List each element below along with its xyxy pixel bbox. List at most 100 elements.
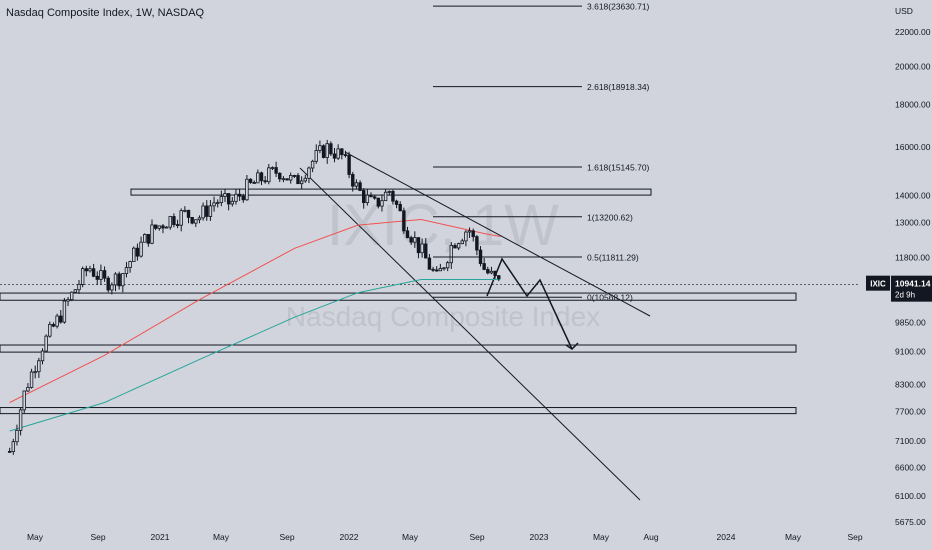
candle-up: [132, 247, 136, 262]
candle-down: [259, 172, 264, 182]
candle-down: [274, 167, 278, 174]
candle-up: [464, 231, 468, 242]
fib-label-1: 2.618(18918.34): [587, 82, 650, 92]
time-axis[interactable]: May Sep 2021 May Sep 2022 May Sep 2023 May Aug 2024…: [27, 532, 863, 542]
fib-label-3: 1(13200.62): [587, 212, 633, 222]
candle-up: [212, 202, 216, 207]
candle-down: [424, 243, 428, 259]
price-tick: 9100.00: [895, 346, 926, 356]
time-tick: May: [402, 532, 419, 542]
candle-up: [208, 205, 213, 217]
candle-up: [307, 167, 311, 179]
candle-up: [230, 200, 235, 205]
candle-up: [70, 291, 74, 301]
candle-up: [48, 324, 52, 337]
price-axis[interactable]: USD 22000.00 20000.00 18000.00 16000.00 14000…: [866, 6, 932, 527]
candle-up: [383, 191, 388, 202]
candle-down: [394, 200, 399, 205]
candle-down: [117, 273, 121, 287]
candle-down: [486, 269, 490, 274]
candle-up: [387, 190, 391, 193]
candle-up: [183, 209, 187, 212]
candle-down: [497, 275, 501, 279]
fib-label-0: 3.618(23630.71): [587, 2, 650, 12]
candle-up: [413, 237, 417, 243]
candle-down: [471, 230, 475, 238]
candle-down: [51, 324, 56, 327]
candle-up: [380, 200, 384, 207]
candle-up: [66, 299, 70, 302]
time-tick: May: [27, 532, 44, 542]
candle-down: [405, 230, 410, 239]
time-tick: 2024: [717, 532, 736, 542]
candle-down: [91, 268, 96, 277]
time-tick: May: [213, 532, 230, 542]
candle-up: [29, 371, 34, 388]
candle-down: [241, 195, 245, 201]
candle-up: [289, 175, 293, 181]
fib-label-4: 0.5(11811.29): [587, 252, 639, 262]
candle-down: [427, 257, 432, 270]
candle-down: [172, 216, 176, 226]
candle-down: [431, 268, 435, 271]
lower-trendline: [299, 167, 641, 501]
candle-down: [372, 196, 377, 199]
candle-down: [102, 270, 107, 279]
candle-up: [179, 210, 183, 226]
candle-down: [351, 174, 355, 187]
candle-down: [175, 224, 180, 227]
candle-up: [256, 172, 260, 184]
candle-up: [44, 335, 48, 352]
candle-up: [460, 240, 464, 245]
candle-up: [55, 315, 59, 327]
watermark-name: Nasdaq Composite Index: [286, 301, 600, 332]
time-tick: Sep: [279, 532, 294, 542]
price-tick: 22000.00: [895, 27, 931, 37]
candle-up: [99, 270, 103, 280]
candle-up: [62, 300, 67, 323]
zones: [0, 188, 797, 415]
candle-up: [26, 387, 30, 392]
candle-down: [252, 182, 256, 184]
candle-down: [398, 204, 402, 212]
candle-down: [7, 451, 12, 453]
candle-down: [278, 172, 282, 180]
price-tick: 20000.00: [895, 61, 931, 71]
candle-down: [416, 237, 421, 254]
projected-path-arrowhead: [565, 342, 579, 350]
candle-up: [456, 243, 461, 249]
price-tick: 7700.00: [895, 407, 926, 417]
candle-up: [303, 177, 308, 182]
candle-up: [270, 167, 275, 169]
candle-down: [409, 237, 413, 243]
time-tick: Sep: [90, 532, 105, 542]
candle-up: [310, 160, 315, 169]
candle-down: [292, 175, 297, 177]
candle-up: [234, 193, 238, 202]
candle-up: [11, 441, 16, 452]
candle-up: [110, 284, 114, 291]
candle-down: [362, 190, 366, 204]
price-tick: 11800.00: [895, 252, 930, 262]
symbol-badge: [866, 275, 890, 291]
candle-down: [343, 154, 348, 157]
candle-up: [354, 182, 359, 187]
candle-down: [153, 224, 158, 229]
candle-down: [161, 225, 165, 229]
candle-up: [365, 194, 370, 204]
candle-up: [314, 150, 318, 162]
candle-down: [95, 275, 99, 280]
candle-up: [113, 273, 118, 286]
watermark-symbol: IXIC, 1W: [327, 193, 559, 258]
candles: [7, 139, 501, 455]
price-tick: 5675.00: [895, 517, 926, 527]
candle-down: [435, 269, 439, 272]
candle-down: [146, 234, 151, 244]
fib-label-5: 0(10568.12): [587, 293, 633, 303]
candle-up: [445, 262, 450, 269]
time-tick: May: [785, 532, 802, 542]
price-tick: 14000.00: [895, 190, 931, 200]
candle-up: [438, 268, 443, 272]
